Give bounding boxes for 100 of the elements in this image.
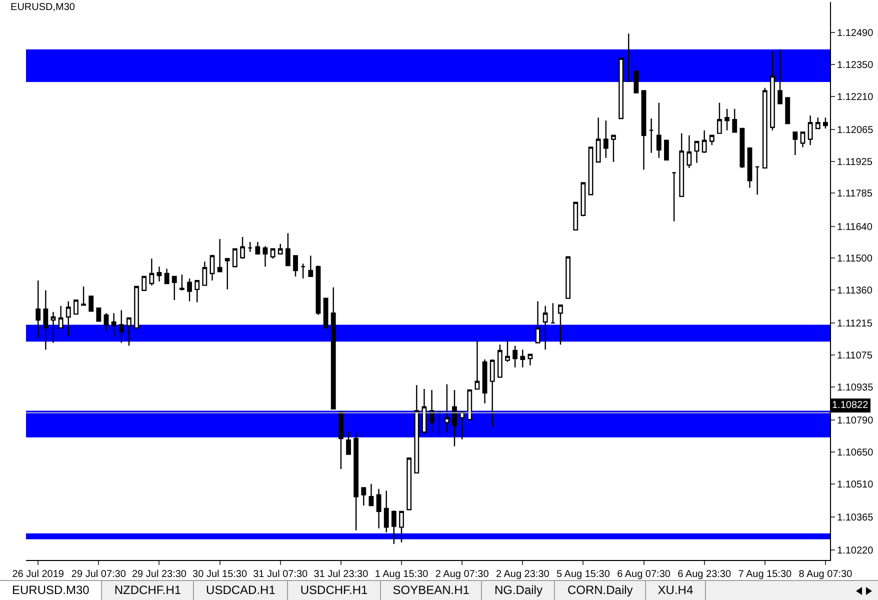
chart-title: EURUSD,M30: [10, 2, 76, 13]
x-tick-label: 1 Aug 15:30: [374, 569, 429, 580]
candlestick: [770, 50, 775, 131]
candlestick: [118, 310, 124, 344]
candlestick: [702, 130, 707, 154]
candlestick: [406, 458, 412, 510]
candlestick: [368, 483, 374, 506]
candlestick: [180, 274, 184, 291]
candlestick: [149, 258, 154, 286]
candlestick: [664, 140, 669, 161]
candlestick: [542, 305, 548, 350]
candlestick: [800, 132, 806, 148]
y-tick-label: 1.11215: [837, 318, 873, 330]
candlestick: [262, 246, 268, 268]
candlestick: [626, 33, 632, 82]
x-tick-label: 2 Aug 07:30: [435, 569, 490, 580]
text: USDCHF.H1: [288, 581, 381, 600]
candlestick: [270, 248, 276, 260]
candlestick: [452, 389, 457, 447]
y-tick-label: 1.12350: [837, 60, 874, 71]
candlestick: [460, 411, 465, 440]
candlestick: [747, 146, 752, 188]
candlestick: [634, 70, 639, 94]
candlestick: [384, 490, 389, 533]
candlestick: [694, 140, 700, 164]
x-tick-label: 29 Jul 23:30: [132, 569, 187, 580]
candlestick: [535, 300, 540, 344]
candlestick: [156, 266, 162, 282]
candlestick: [823, 116, 828, 130]
y-tick-label: 1.11075: [837, 350, 873, 362]
candlestick: [512, 345, 518, 368]
x-tick-label: 5 Aug 15:30: [556, 569, 610, 580]
candlestick: [679, 132, 684, 198]
candlestick: [558, 304, 563, 346]
candlestick: [43, 290, 48, 350]
candlestick: [361, 487, 366, 506]
x-tick-label: 8 Aug 07:30: [798, 569, 853, 580]
candlestick: [74, 300, 78, 315]
y-tick-label: 1.11785: [837, 188, 873, 200]
candlestick: [717, 102, 722, 134]
candlestick: [436, 411, 442, 435]
candlestick: [808, 114, 813, 146]
candlestick: [308, 255, 314, 278]
candlestick: [724, 108, 730, 131]
x-tick-label: 31 Jul 23:30: [314, 569, 369, 580]
candlestick: [505, 337, 510, 363]
x-tick-label: 26 Jul 2019: [12, 569, 64, 580]
candlestick: [187, 278, 192, 302]
x-tick-label: 31 Jul 07:30: [253, 569, 308, 580]
ref-line-label: 1.10822: [832, 400, 869, 411]
candlestick: [316, 264, 321, 316]
y-tick-label: 1.12065: [837, 124, 874, 136]
candlestick: [474, 340, 480, 390]
candlestick: [210, 254, 215, 282]
candlestick: [134, 286, 139, 329]
candlestick: [580, 182, 586, 217]
candlestick: [815, 116, 820, 130]
y-tick-label: 1.10650: [837, 447, 874, 458]
candlestick: [762, 87, 768, 169]
candlestick: [482, 358, 488, 404]
candlestick: [444, 384, 450, 433]
y-tick-label: 1.10510: [837, 479, 874, 490]
candlestick: [330, 286, 336, 410]
x-tick-label: 29 Jul 07:30: [71, 569, 126, 580]
candlestick: [785, 97, 790, 124]
candlestick: [88, 296, 94, 312]
candlestick: [641, 90, 646, 170]
x-tick-label: 30 Jul 15:30: [192, 569, 248, 580]
candlestick: [224, 258, 230, 290]
candlestick: [217, 238, 222, 272]
candlestick: [66, 300, 71, 336]
candlestick: [603, 120, 608, 159]
candlestick: [467, 389, 472, 420]
text: NZDCHF.H1: [102, 581, 194, 600]
x-tick-label: 7 Aug 15:30: [738, 569, 792, 580]
candlestick: [709, 134, 714, 146]
candlestick: [354, 432, 359, 531]
candlestick: [194, 280, 200, 303]
candlestick: [58, 305, 64, 329]
text: EURUSD.M30: [0, 581, 102, 600]
candlestick: [172, 276, 177, 301]
candlestick: [399, 510, 404, 543]
candlestick: [550, 302, 556, 324]
candlestick: [376, 488, 382, 529]
candlestick: [588, 146, 594, 196]
y-tick-label: 1.10220: [837, 545, 874, 556]
candlestick: [164, 268, 170, 284]
y-tick-label: 1.11500: [837, 254, 873, 265]
candlestick: [104, 312, 109, 332]
candlestick: [300, 263, 306, 280]
candlestick: [792, 132, 798, 156]
candlestick: [618, 58, 624, 120]
candlestick: [422, 388, 427, 434]
candlestick: [232, 248, 238, 268]
y-tick-label: 1.10935: [837, 382, 874, 394]
candlestick: [278, 243, 283, 254]
candlestick: [686, 134, 692, 169]
candlestick: [338, 411, 344, 470]
candlestick: [248, 241, 253, 252]
candlestick: [81, 286, 86, 306]
